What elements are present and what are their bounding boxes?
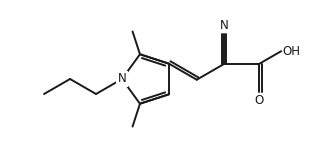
Text: O: O	[255, 94, 264, 107]
Text: N: N	[118, 73, 126, 85]
Text: N: N	[220, 19, 229, 32]
Text: OH: OH	[282, 45, 300, 58]
